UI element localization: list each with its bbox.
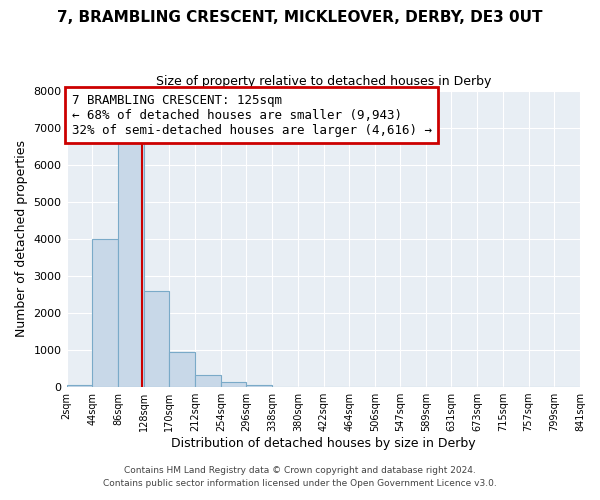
Title: Size of property relative to detached houses in Derby: Size of property relative to detached ho…: [155, 75, 491, 88]
Bar: [143, 290, 169, 387]
Bar: [195, 375, 221, 387]
Text: 7, BRAMBLING CRESCENT, MICKLEOVER, DERBY, DE3 0UT: 7, BRAMBLING CRESCENT, MICKLEOVER, DERBY…: [57, 10, 543, 25]
Bar: [67, 385, 92, 387]
Bar: [169, 352, 195, 387]
X-axis label: Distribution of detached houses by size in Derby: Distribution of detached houses by size …: [171, 437, 476, 450]
Text: 7 BRAMBLING CRESCENT: 125sqm
← 68% of detached houses are smaller (9,943)
32% of: 7 BRAMBLING CRESCENT: 125sqm ← 68% of de…: [71, 94, 431, 136]
Text: Contains HM Land Registry data © Crown copyright and database right 2024.
Contai: Contains HM Land Registry data © Crown c…: [103, 466, 497, 487]
Bar: [92, 239, 118, 387]
Bar: [247, 385, 272, 387]
Bar: [221, 382, 247, 387]
Bar: [118, 142, 143, 387]
Y-axis label: Number of detached properties: Number of detached properties: [15, 140, 28, 338]
